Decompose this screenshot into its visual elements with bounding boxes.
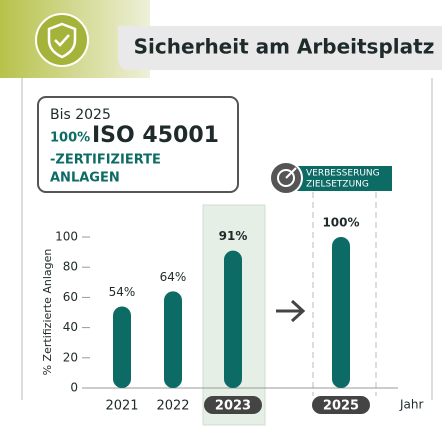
target-line: ANLAGEN [50, 171, 120, 186]
title-tab [118, 26, 442, 70]
badge-icon-arrow [285, 167, 297, 179]
shield-icon-bg [35, 13, 89, 67]
value-label: 64% [160, 270, 187, 284]
y-tick-label: 60 [63, 290, 78, 304]
target-standard: ISO 45001 [92, 123, 219, 148]
y-axis-label: % Zertifizierte Anlagen [41, 249, 54, 376]
arrow [276, 299, 306, 323]
y-tick-label: 0 [70, 381, 78, 395]
y-tick-label: 20 [63, 350, 78, 364]
badge-text: VERBESSERUNG [306, 169, 380, 179]
target-intro: Bis 2025 [50, 107, 111, 123]
x-tick-pill [204, 396, 262, 414]
x-tick-label: 2022 [156, 399, 189, 414]
x-tick-pill [312, 396, 370, 414]
target-line: -ZERTIFIZIERTE [50, 153, 161, 168]
bar [164, 291, 182, 388]
bar [332, 237, 350, 388]
value-label: 54% [109, 285, 136, 299]
value-label: 100% [322, 216, 359, 230]
value-label: 91% [219, 229, 248, 243]
y-tick-label: 80 [63, 260, 78, 274]
badge-icon-ring [277, 169, 295, 187]
target-percent: 100% [50, 131, 90, 146]
bar [113, 306, 131, 388]
x-tick-label: 2021 [105, 399, 138, 414]
shield-check [54, 34, 70, 47]
x-axis-label: Jahr [399, 398, 423, 412]
y-tick-label: 40 [63, 320, 78, 334]
x-tick-label: 2023 [215, 399, 251, 414]
y-tick-label: 100 [55, 230, 78, 244]
badge-text: ZIELSETZUNG [306, 180, 369, 190]
bar [224, 250, 242, 388]
shield-icon [47, 22, 77, 59]
x-tick-label: 2025 [323, 399, 359, 414]
header-title: Sicherheit am Arbeitsplatz [134, 35, 435, 59]
target-box [37, 96, 239, 193]
